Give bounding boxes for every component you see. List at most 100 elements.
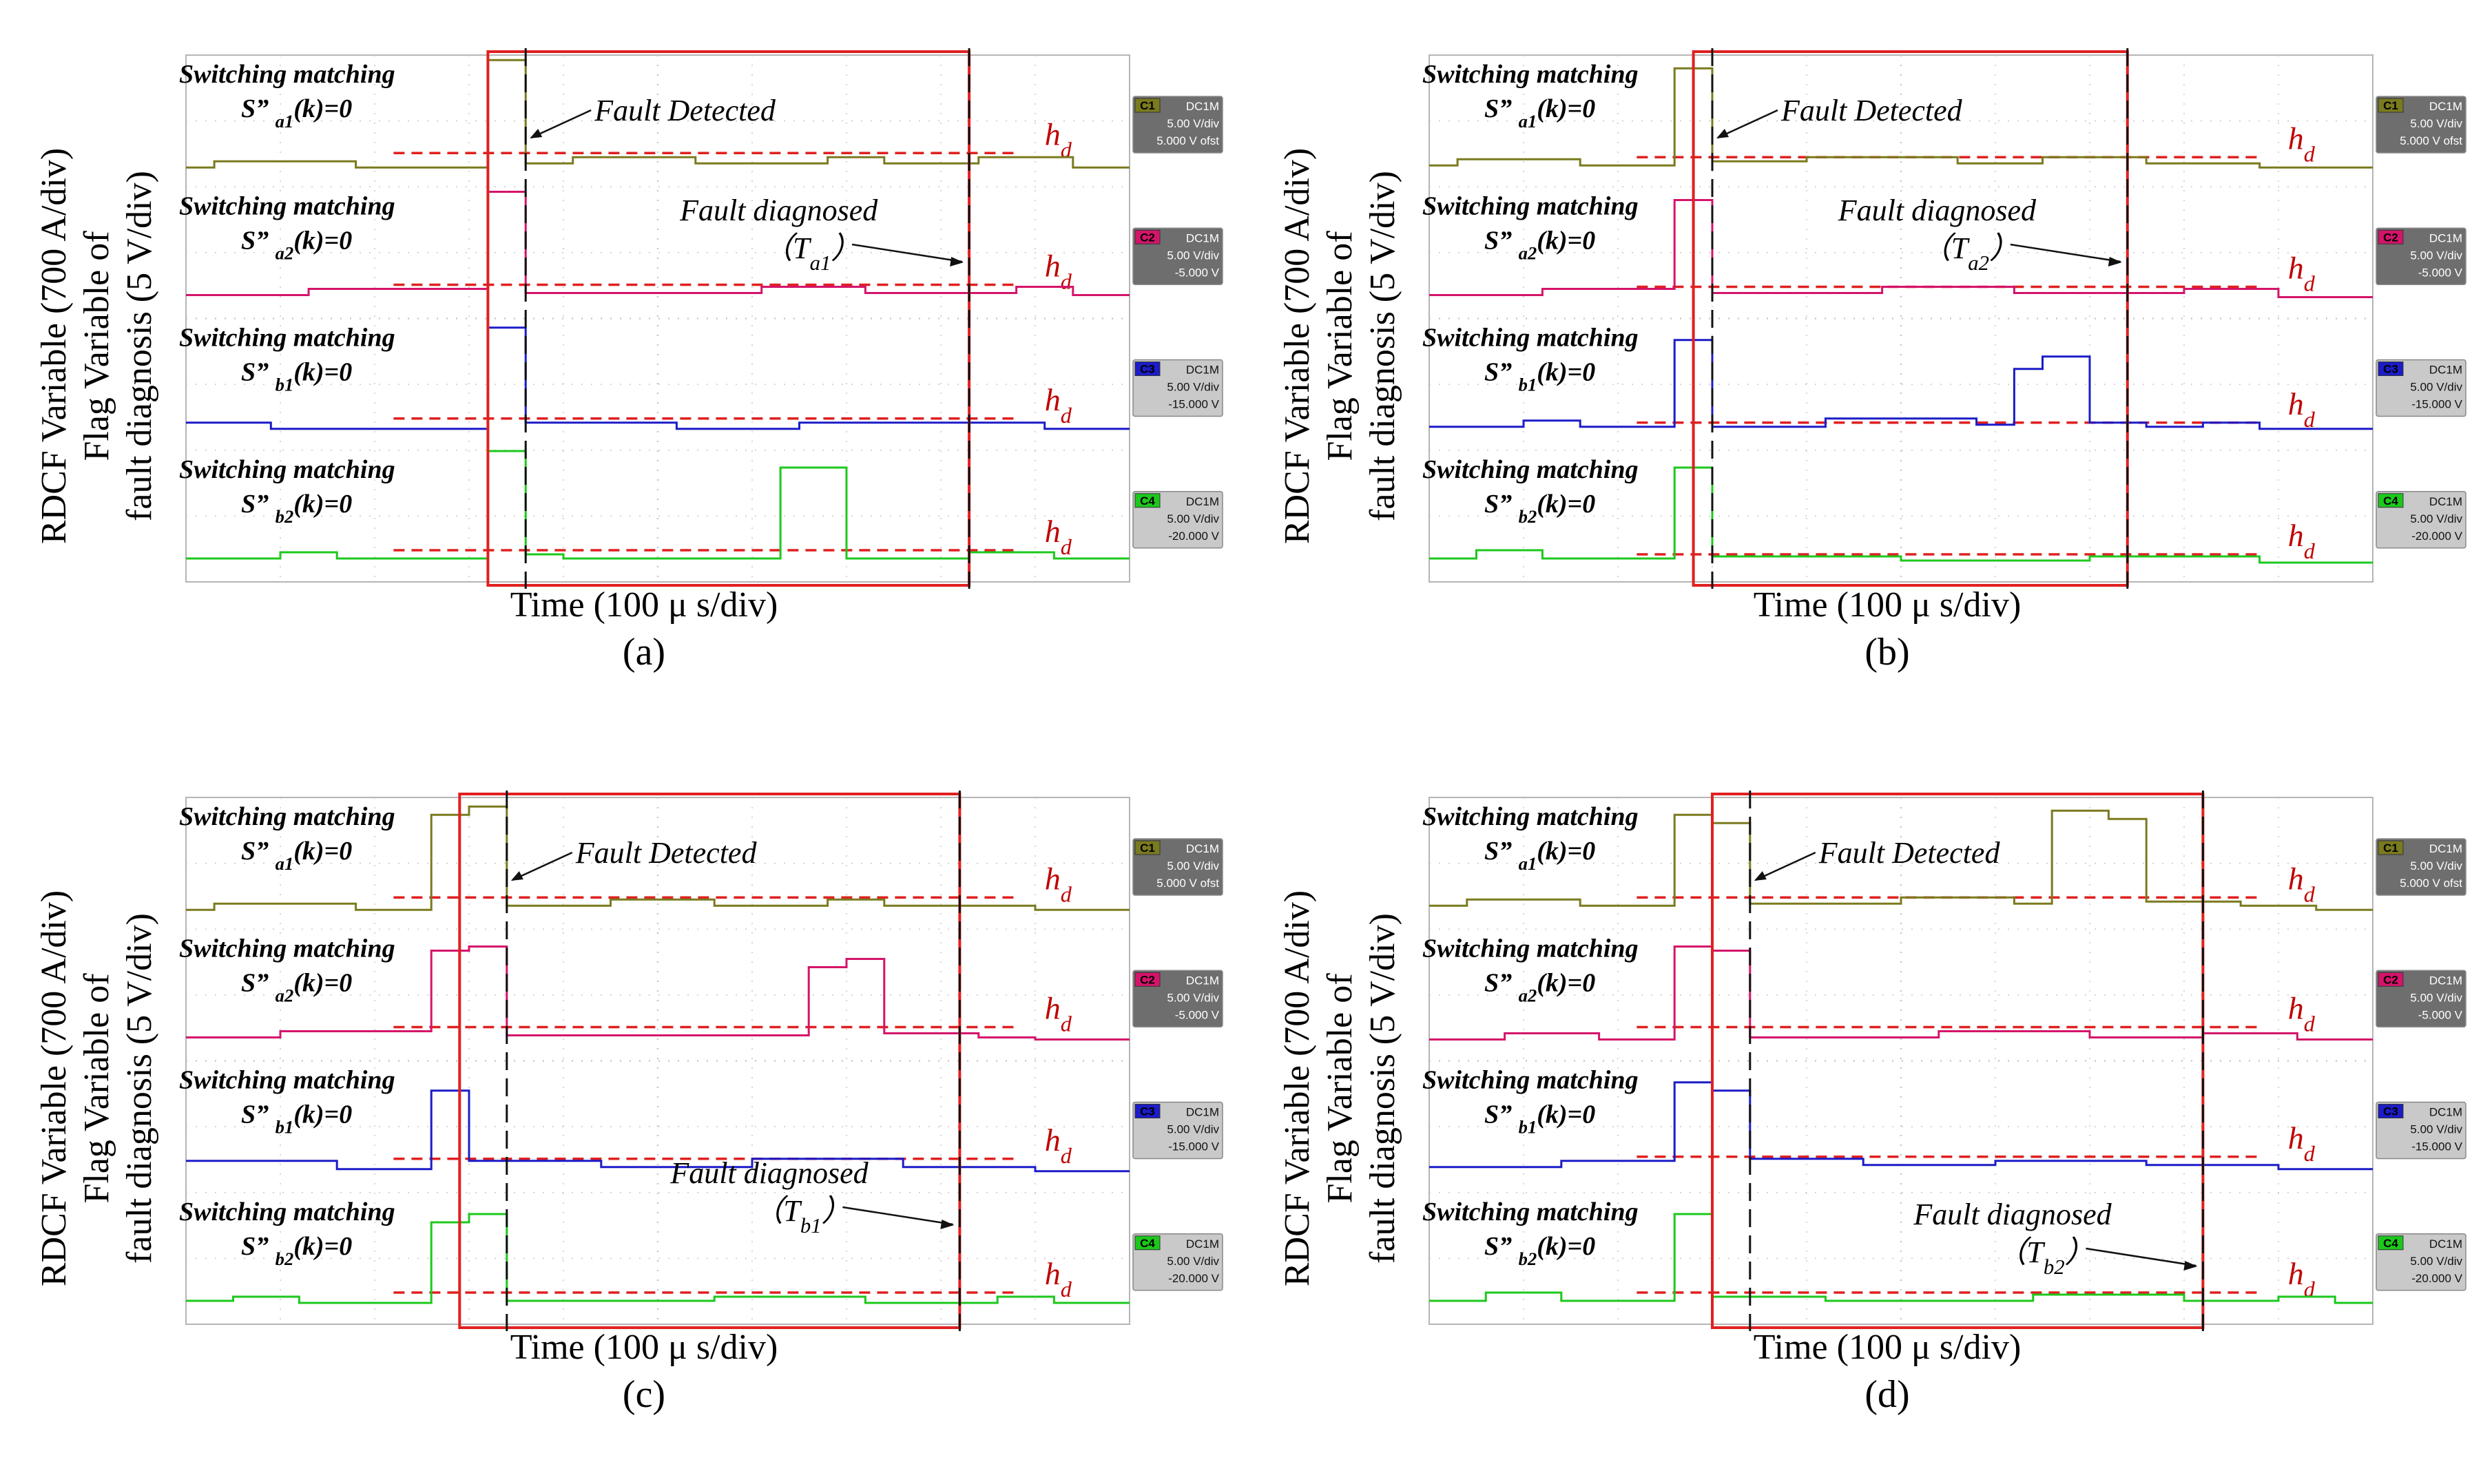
- channel-offset: -20.000 V: [1168, 530, 1219, 543]
- channel-scale: 5.00 V/div: [2410, 512, 2462, 525]
- trace-title-a2: Switching matching: [1422, 934, 1639, 963]
- trace-subtitle-a1: S” a1(k)=0: [1484, 94, 1595, 132]
- ylabel-line3: fault diagnosis (5 V/div): [120, 171, 159, 521]
- channel-offset: -5.000 V: [2418, 266, 2463, 279]
- channel-tag-C2: [1134, 229, 1161, 244]
- channel-scale: 5.00 V/div: [1167, 117, 1219, 130]
- ylabel-line1: RDCF Variable (700 A/div): [34, 148, 74, 544]
- channel-offset: 5.000 V ofst: [1156, 877, 1219, 890]
- ylabel-line2: Flag Variable of: [1320, 231, 1360, 461]
- channel-tag-C1: [1134, 98, 1161, 113]
- channel-coupling: DC1M: [2429, 1106, 2462, 1119]
- ylabel-line2: Flag Variable of: [77, 231, 116, 461]
- hd-label: hd: [1045, 1256, 1072, 1302]
- channel-offset: -5.000 V: [2418, 1008, 2463, 1021]
- channel-scale: 5.00 V/div: [1167, 859, 1219, 872]
- channel-tag-label: C1: [2383, 842, 2398, 855]
- trace-title-b1: Switching matching: [179, 324, 395, 353]
- channel-coupling: DC1M: [1186, 231, 1219, 244]
- trace-title-a1: Switching matching: [179, 60, 395, 89]
- hd-label: hd: [2288, 518, 2316, 563]
- hd-label: hd: [2288, 1256, 2316, 1302]
- detect-arrowhead: [510, 871, 523, 881]
- hd-label: hd: [2288, 386, 2316, 432]
- channel-coupling: DC1M: [1186, 1237, 1219, 1251]
- trace-subtitle-a2: S” a2(k)=0: [1484, 968, 1595, 1005]
- hd-label: hd: [2288, 1120, 2316, 1166]
- hd-label: hd: [1045, 382, 1072, 428]
- trace-subtitle-b2: S” b2(k)=0: [241, 490, 352, 527]
- fault-diagnosed-sub: （Ta1）: [762, 231, 861, 275]
- trace-title-b2: Switching matching: [179, 455, 395, 484]
- fault-diagnosed-sub: （Tb2）: [1996, 1235, 2095, 1279]
- channel-scale: 5.00 V/div: [1167, 512, 1219, 525]
- fault-diagnosed-label: Fault diagnosed: [1913, 1198, 2112, 1231]
- detect-arrow: [512, 851, 573, 881]
- channel-coupling: DC1M: [1186, 100, 1219, 113]
- fault-diagnosed-label: Fault diagnosed: [679, 194, 878, 227]
- channel-coupling: DC1M: [1186, 364, 1219, 377]
- channel-scale: 5.00 V/div: [1167, 1255, 1219, 1268]
- panel-caption: (c): [623, 1373, 665, 1416]
- channel-coupling: DC1M: [1186, 1106, 1219, 1119]
- trace-a2: [186, 945, 1130, 1041]
- channel-tag-label: C3: [2383, 1105, 2398, 1118]
- trace-a2: [1429, 199, 2373, 298]
- trace-b1: [186, 326, 1130, 430]
- trace-title-b1: Switching matching: [1422, 324, 1639, 353]
- chart-panel-c: hd Switching matching S” a1(k)=0 C1 DC1M 5.00…: [0, 742, 1240, 1484]
- channel-coupling: DC1M: [2429, 495, 2462, 508]
- trace-b2: [1429, 1213, 2373, 1304]
- trace-subtitle-b1: S” b1(k)=0: [241, 358, 352, 395]
- chart-svg-a: hd Switching matching S” a1(k)=0 C1 DC1M 5.00…: [34, 48, 1223, 673]
- ylabel-line1: RDCF Variable (700 A/div): [1278, 890, 1317, 1286]
- diagnose-arrow: [2086, 1247, 2196, 1267]
- ylabel-group: RDCF Variable (700 A/div) Flag Variable o…: [1278, 890, 1402, 1286]
- hd-label: hd: [2288, 991, 2316, 1036]
- trace-subtitle-a2: S” a2(k)=0: [1484, 226, 1595, 263]
- diagnose-arrow: [842, 1206, 953, 1226]
- trace-b2: [186, 1213, 1130, 1304]
- trace-b1: [1429, 339, 2373, 430]
- trace-b1: [186, 1089, 1130, 1173]
- diagnose-arrowhead: [940, 1220, 955, 1229]
- channel-tag-C4: [2378, 493, 2404, 508]
- fault-diagnosed-label: Fault diagnosed: [669, 1156, 869, 1190]
- trace-subtitle-a2: S” a2(k)=0: [241, 226, 352, 263]
- grid: [186, 797, 1130, 1324]
- trace-subtitle-a1: S” a1(k)=0: [1484, 837, 1595, 874]
- fault-diagnosed-sub: （Tb1）: [753, 1194, 851, 1237]
- channel-tag-label: C4: [2383, 494, 2398, 508]
- ylabel-line3: fault diagnosis (5 V/div): [120, 913, 159, 1264]
- trace-title-a1: Switching matching: [1422, 802, 1639, 831]
- trace-title-a2: Switching matching: [1422, 191, 1639, 220]
- channel-offset: 5.000 V ofst: [2400, 134, 2462, 147]
- diagnose-arrowhead: [2108, 257, 2122, 267]
- hd-label: hd: [1045, 1122, 1072, 1168]
- channel-scale: 5.00 V/div: [2410, 117, 2462, 130]
- diagnose-arrowhead: [950, 257, 964, 267]
- channel-tag-label: C3: [2383, 363, 2398, 376]
- chart-svg-d: hd Switching matching S” a1(k)=0 C1 DC1M 5.00…: [1278, 791, 2466, 1416]
- detect-arrow: [1755, 851, 1816, 881]
- ylabel-line1: RDCF Variable (700 A/div): [34, 890, 74, 1286]
- diagnose-arrow: [2010, 243, 2121, 263]
- trace-subtitle-b2: S” b2(k)=0: [1484, 1232, 1595, 1269]
- trace-subtitle-a1: S” a1(k)=0: [241, 837, 352, 874]
- channel-coupling: DC1M: [1186, 495, 1219, 508]
- chart-svg-b: hd Switching matching S” a1(k)=0 C1 DC1M 5.00…: [1278, 48, 2466, 673]
- channel-offset: 5.000 V ofst: [1156, 134, 1219, 147]
- trace-b1: [1429, 1081, 2373, 1171]
- diagnose-arrow: [851, 243, 963, 263]
- trace-a1: [186, 59, 1130, 169]
- channel-scale: 5.00 V/div: [1167, 249, 1219, 262]
- trace-a2: [186, 191, 1130, 296]
- detect-arrowhead: [1754, 871, 1767, 881]
- trace-b2: [1429, 466, 2373, 564]
- channel-tag-C2: [1134, 972, 1161, 987]
- detect-arrow: [1717, 109, 1778, 139]
- panel-caption: (d): [1864, 1373, 1909, 1416]
- fault-detected-label: Fault Detected: [575, 836, 758, 870]
- trace-title-a2: Switching matching: [179, 934, 395, 963]
- ylabel-line1: RDCF Variable (700 A/div): [1278, 148, 1317, 544]
